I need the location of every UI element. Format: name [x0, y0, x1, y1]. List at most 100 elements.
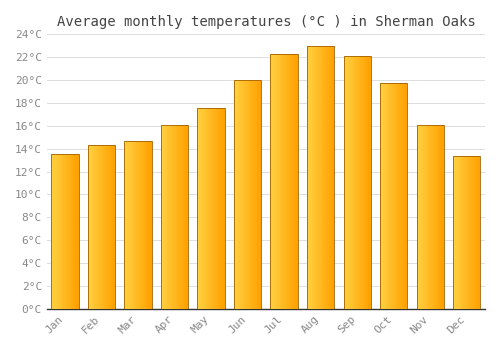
- Bar: [179, 125, 180, 309]
- Bar: [310, 46, 312, 309]
- Bar: [307, 46, 308, 309]
- Bar: [308, 46, 309, 309]
- Bar: [235, 80, 236, 309]
- Bar: [200, 107, 201, 309]
- Bar: [163, 125, 164, 309]
- Bar: [359, 56, 360, 309]
- Bar: [140, 141, 141, 309]
- Bar: [477, 155, 478, 309]
- Bar: [398, 84, 399, 309]
- Bar: [256, 80, 257, 309]
- Bar: [453, 155, 480, 309]
- Bar: [344, 56, 371, 309]
- Bar: [162, 125, 163, 309]
- Bar: [94, 145, 95, 309]
- Bar: [380, 84, 381, 309]
- Bar: [186, 125, 188, 309]
- Bar: [420, 125, 421, 309]
- Bar: [423, 125, 424, 309]
- Bar: [198, 107, 225, 309]
- Bar: [316, 46, 317, 309]
- Bar: [441, 125, 442, 309]
- Bar: [350, 56, 351, 309]
- Bar: [69, 154, 70, 309]
- Bar: [201, 107, 202, 309]
- Bar: [149, 141, 150, 309]
- Bar: [297, 54, 298, 309]
- Bar: [360, 56, 361, 309]
- Bar: [224, 107, 225, 309]
- Bar: [383, 84, 384, 309]
- Bar: [260, 80, 262, 309]
- Bar: [128, 141, 129, 309]
- Bar: [357, 56, 358, 309]
- Bar: [243, 80, 244, 309]
- Bar: [146, 141, 148, 309]
- Bar: [164, 125, 166, 309]
- Bar: [114, 145, 116, 309]
- Bar: [358, 56, 359, 309]
- Bar: [208, 107, 210, 309]
- Bar: [216, 107, 218, 309]
- Bar: [270, 54, 272, 309]
- Bar: [361, 56, 362, 309]
- Bar: [136, 141, 137, 309]
- Bar: [107, 145, 108, 309]
- Bar: [352, 56, 354, 309]
- Bar: [432, 125, 433, 309]
- Bar: [90, 145, 92, 309]
- Bar: [172, 125, 173, 309]
- Bar: [223, 107, 224, 309]
- Bar: [221, 107, 222, 309]
- Bar: [138, 141, 139, 309]
- Bar: [327, 46, 328, 309]
- Bar: [460, 155, 462, 309]
- Bar: [144, 141, 146, 309]
- Bar: [278, 54, 280, 309]
- Bar: [394, 84, 396, 309]
- Bar: [370, 56, 371, 309]
- Bar: [322, 46, 324, 309]
- Bar: [289, 54, 290, 309]
- Bar: [319, 46, 320, 309]
- Bar: [246, 80, 247, 309]
- Bar: [248, 80, 250, 309]
- Bar: [108, 145, 109, 309]
- Bar: [161, 125, 162, 309]
- Bar: [112, 145, 114, 309]
- Bar: [433, 125, 434, 309]
- Bar: [290, 54, 292, 309]
- Bar: [442, 125, 443, 309]
- Bar: [202, 107, 203, 309]
- Bar: [106, 145, 107, 309]
- Bar: [88, 145, 89, 309]
- Bar: [366, 56, 368, 309]
- Bar: [329, 46, 330, 309]
- Bar: [356, 56, 357, 309]
- Bar: [346, 56, 347, 309]
- Bar: [213, 107, 214, 309]
- Bar: [326, 46, 327, 309]
- Bar: [98, 145, 99, 309]
- Bar: [206, 107, 208, 309]
- Bar: [428, 125, 430, 309]
- Bar: [270, 54, 298, 309]
- Bar: [88, 145, 116, 309]
- Bar: [362, 56, 364, 309]
- Bar: [148, 141, 149, 309]
- Bar: [92, 145, 94, 309]
- Bar: [286, 54, 287, 309]
- Bar: [454, 155, 455, 309]
- Bar: [396, 84, 398, 309]
- Bar: [58, 154, 59, 309]
- Bar: [438, 125, 440, 309]
- Bar: [401, 84, 402, 309]
- Bar: [468, 155, 469, 309]
- Bar: [244, 80, 245, 309]
- Bar: [139, 141, 140, 309]
- Bar: [368, 56, 369, 309]
- Bar: [245, 80, 246, 309]
- Bar: [171, 125, 172, 309]
- Bar: [134, 141, 136, 309]
- Bar: [287, 54, 288, 309]
